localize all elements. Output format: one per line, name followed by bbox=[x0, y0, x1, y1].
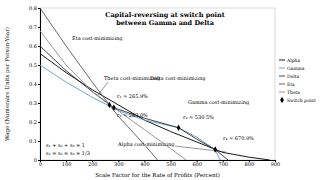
legend-label: Alpha bbox=[286, 58, 300, 63]
legend-label: Eta bbox=[287, 82, 295, 87]
y-tick-mark bbox=[38, 160, 40, 161]
y-tick: 0.8 bbox=[29, 5, 40, 11]
switch-point bbox=[108, 102, 112, 108]
x-tick-label: 500 bbox=[166, 161, 176, 167]
annotation: Delta cost-minimizing bbox=[150, 75, 206, 82]
legend-label: Switch point bbox=[287, 98, 316, 103]
x-axis: 0 100 200 300 400 500 600 700 800 900 bbox=[39, 160, 280, 167]
y-tick: 0.6 bbox=[29, 43, 40, 49]
y-tick-label: 0.6 bbox=[29, 43, 37, 49]
x-tick-label: 300 bbox=[114, 161, 124, 167]
series-line bbox=[40, 54, 270, 160]
y-tick-mark bbox=[38, 8, 40, 9]
annotation: Eta cost-minimizing bbox=[72, 35, 123, 42]
series-line bbox=[40, 31, 186, 160]
x-tick-label: 0 bbox=[39, 161, 42, 167]
x-tick: 700 bbox=[219, 160, 229, 167]
x-tick: 600 bbox=[192, 160, 202, 167]
legend-swatch bbox=[280, 97, 284, 103]
y-tick-label: 0.8 bbox=[29, 5, 37, 11]
series-line bbox=[40, 8, 158, 160]
y-tick-mark bbox=[38, 103, 40, 104]
y-tick-label: 0 bbox=[34, 157, 37, 163]
annotation-arrow bbox=[98, 82, 108, 95]
title: Capital-reversing at switch point bbox=[105, 11, 225, 19]
y-tick: 0 bbox=[34, 157, 40, 163]
x-tick-label: 400 bbox=[140, 161, 150, 167]
legend-label: Gamma bbox=[287, 66, 305, 71]
y-tick-label: 0.1 bbox=[29, 138, 37, 144]
annotation: Alpha cost-minimizing bbox=[117, 141, 175, 148]
legend-swatch bbox=[279, 84, 285, 85]
y-tick-mark bbox=[38, 122, 40, 123]
x-tick: 100 bbox=[62, 160, 72, 167]
x-tick: 500 bbox=[166, 160, 176, 167]
switch-point bbox=[213, 146, 217, 152]
x-tick-label: 800 bbox=[245, 161, 255, 167]
y-axis-title: Wage (Numeraire Units per Person-Year) bbox=[4, 27, 11, 141]
x-tick: 300 bbox=[114, 160, 124, 167]
x-tick: 400 bbox=[140, 160, 150, 167]
x-tick-label: 200 bbox=[88, 161, 98, 167]
y-tick: 0.5 bbox=[29, 62, 40, 68]
annotation: s₁ + s₂ + s₃ = 1 bbox=[46, 142, 85, 148]
chart: 0 100 200 300 400 500 600 700 800 900 0 0.1 0.2 0.3 0.… bbox=[0, 0, 320, 180]
legend-label: Theta bbox=[287, 90, 300, 95]
x-tick: 0 bbox=[39, 160, 42, 167]
y-tick-mark bbox=[38, 141, 40, 142]
x-tick-label: 600 bbox=[192, 161, 202, 167]
y-tick-mark bbox=[38, 46, 40, 47]
y-tick: 0.7 bbox=[29, 24, 40, 30]
plot-frame bbox=[40, 8, 275, 160]
y-tick-mark bbox=[38, 27, 40, 28]
y-tick-mark bbox=[38, 65, 40, 66]
legend-label: Delta bbox=[287, 74, 300, 79]
switch-point bbox=[112, 105, 116, 111]
y-tick-label: 0.4 bbox=[29, 81, 37, 87]
legend-swatch bbox=[279, 68, 285, 69]
annotation: r₂ ≈ 283.0% bbox=[117, 112, 148, 118]
y-tick-label: 0.7 bbox=[29, 24, 37, 30]
y-tick: 0.4 bbox=[29, 81, 40, 87]
legend-swatch bbox=[279, 92, 285, 93]
annotation: Gamma cost-minimizing bbox=[188, 99, 250, 106]
x-axis-line bbox=[41, 161, 276, 163]
legend: Alpha Gamma Delta Eta Theta Switch point bbox=[279, 58, 316, 104]
y-tick-mark bbox=[38, 84, 40, 85]
annotation: r₃ ≈ 530.5% bbox=[183, 114, 214, 120]
x-tick: 900 bbox=[271, 160, 281, 167]
legend-swatch bbox=[279, 60, 285, 61]
x-tick: 200 bbox=[88, 160, 98, 167]
annotation-arrow bbox=[175, 146, 226, 152]
y-tick: 0.3 bbox=[29, 100, 40, 106]
y-axis: 0 0.1 0.2 0.3 0.4 0.5 0.6 0.7 0.8 bbox=[29, 5, 40, 163]
y-tick-label: 0.3 bbox=[29, 100, 37, 106]
y-tick: 0.2 bbox=[29, 119, 40, 125]
annotation: r₄ ≈ 670.9% bbox=[223, 135, 254, 141]
annotation: r₁ ≈ 265.9% bbox=[117, 93, 148, 99]
x-tick-label: 100 bbox=[62, 161, 72, 167]
y-tick-label: 0.5 bbox=[29, 62, 37, 68]
y-tick-label: 0.2 bbox=[29, 119, 37, 125]
series-line bbox=[40, 65, 220, 160]
x-tick-label: 700 bbox=[219, 161, 229, 167]
plot-area bbox=[40, 8, 270, 160]
y-tick: 0.1 bbox=[29, 138, 40, 144]
x-axis-title: Scale Factor for the Rate of Profits (Pe… bbox=[95, 172, 220, 178]
x-tick-label: 900 bbox=[271, 161, 281, 167]
switch-point bbox=[177, 124, 181, 130]
title: between Gamma and Delta bbox=[116, 19, 215, 27]
legend-swatch bbox=[279, 76, 285, 77]
annotation: s₁ = s₂ = s₃ = 1/3 bbox=[46, 150, 90, 156]
x-tick: 800 bbox=[245, 160, 255, 167]
